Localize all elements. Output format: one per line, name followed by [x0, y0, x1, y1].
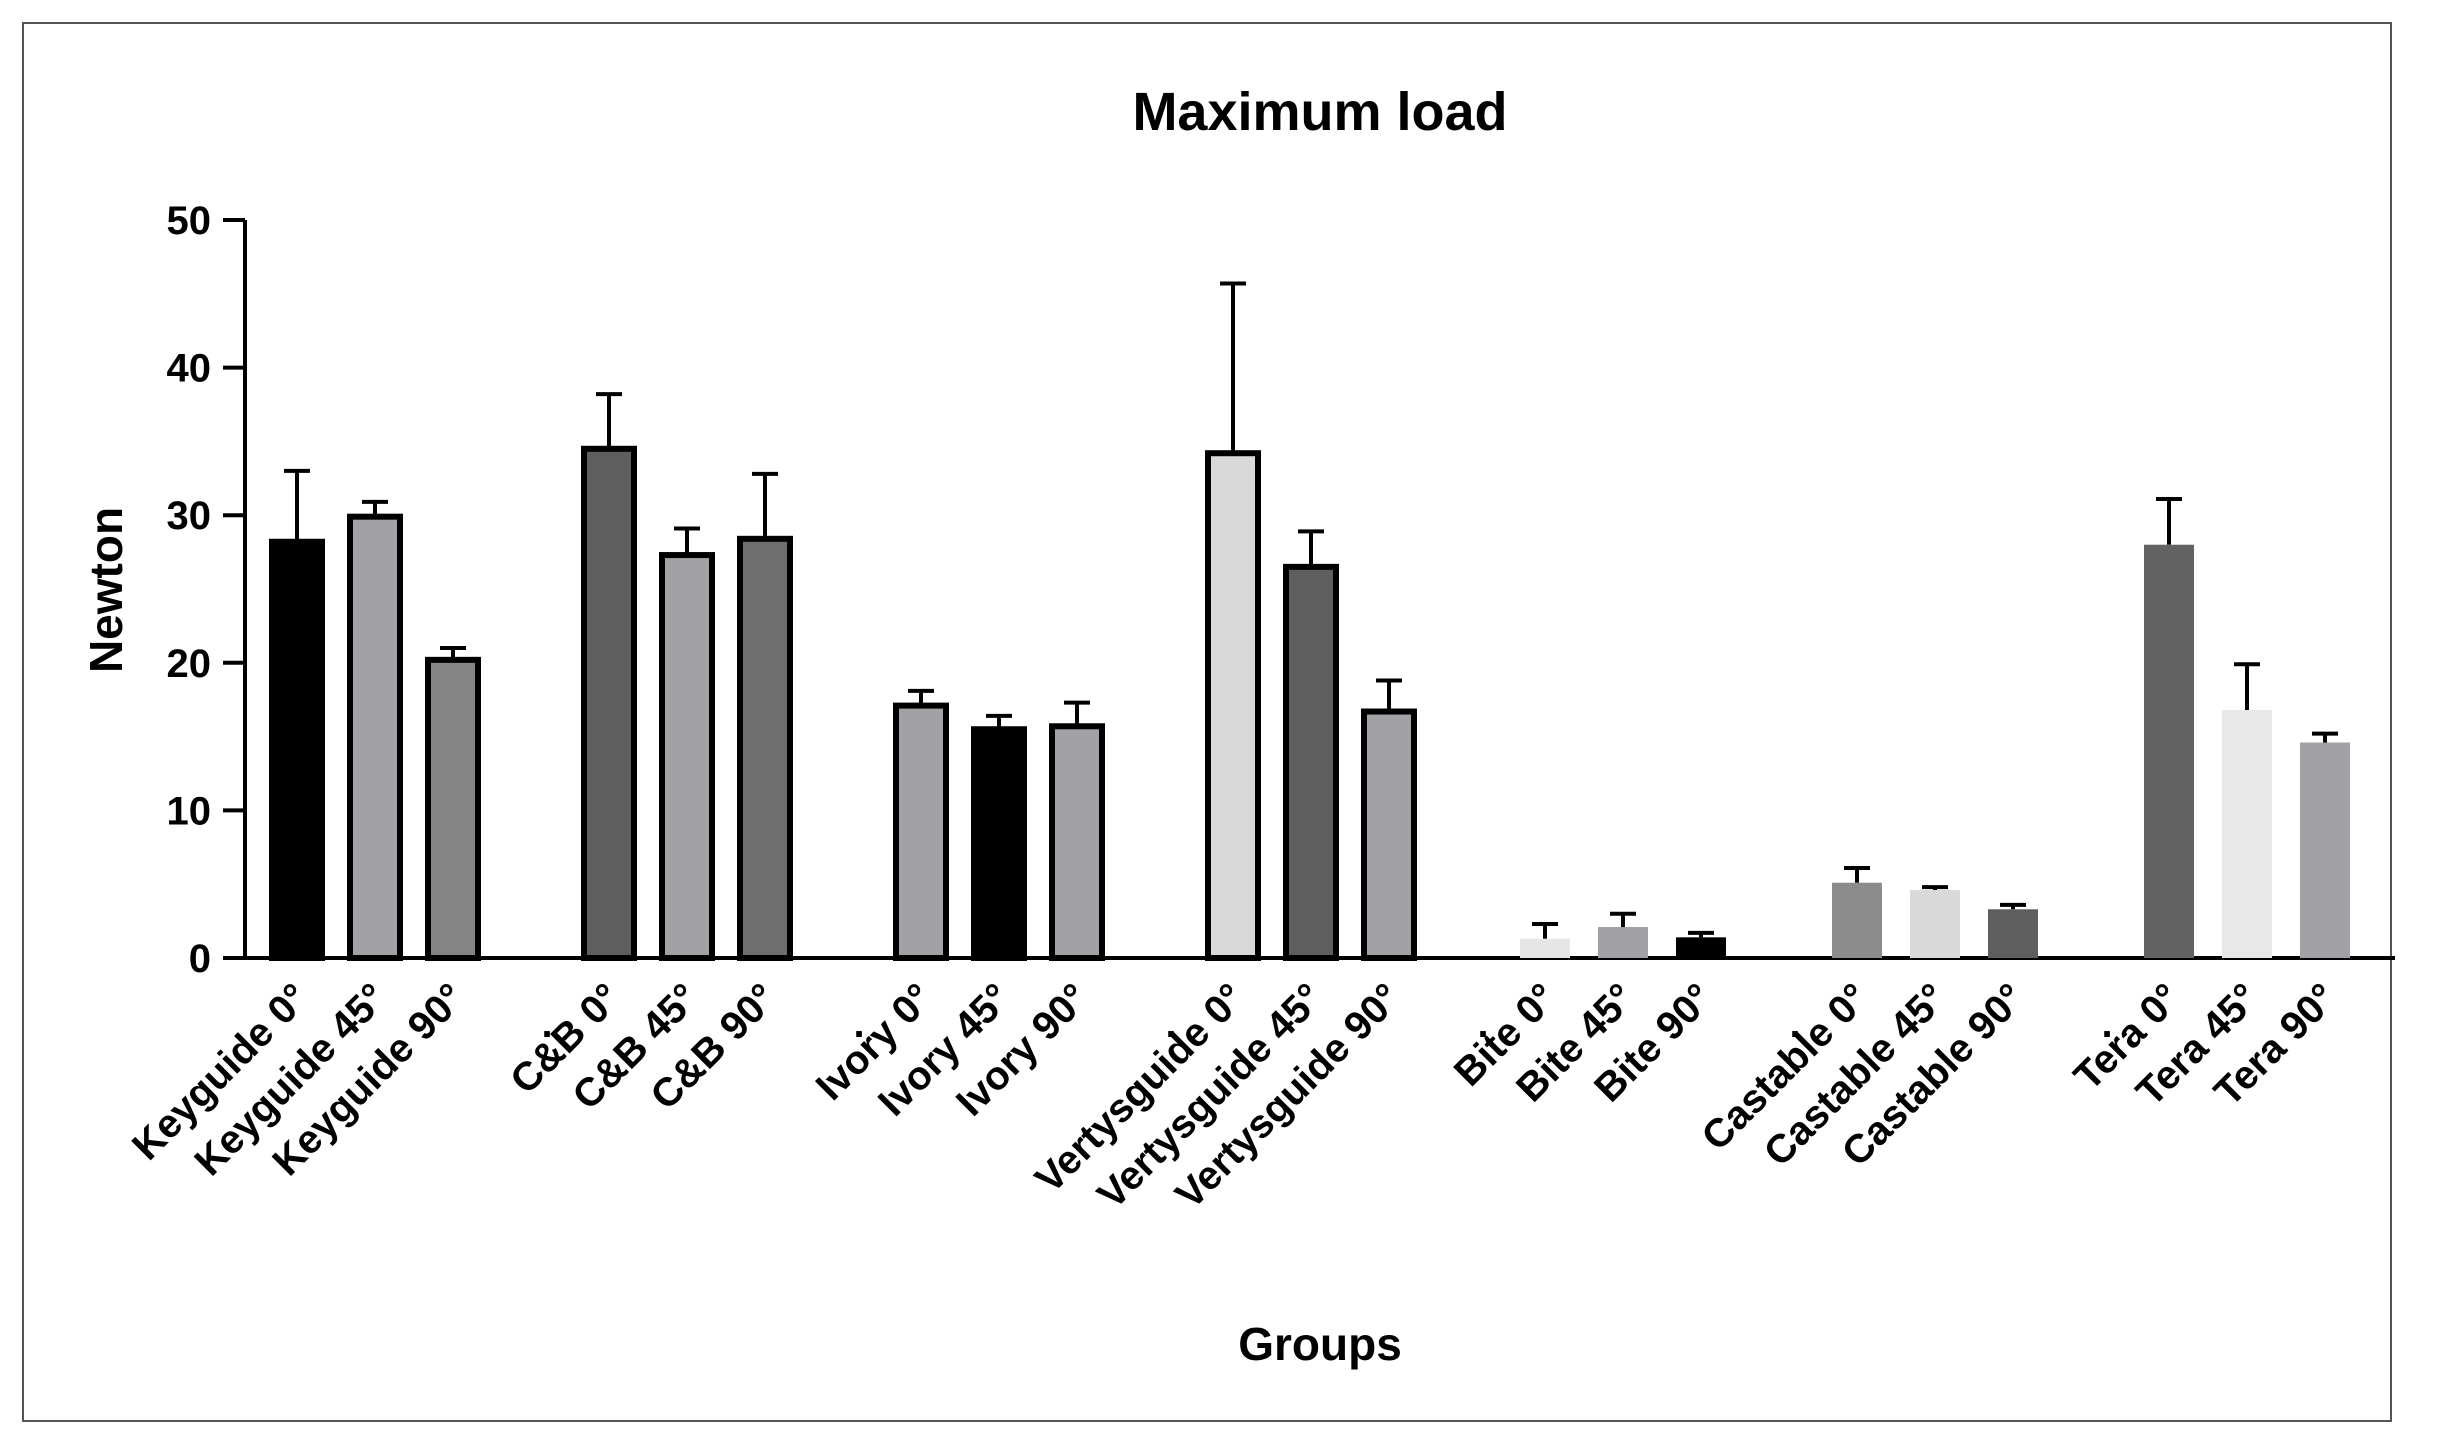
group-separator-dot: . — [1789, 1002, 1800, 1046]
bar — [1832, 882, 1882, 958]
bar — [2222, 710, 2272, 958]
bar — [581, 445, 637, 961]
bar — [269, 538, 325, 961]
y-tick-label: 0 — [189, 937, 211, 981]
group-separator-dot: . — [1165, 1002, 1176, 1046]
chart-frame — [22, 22, 2392, 1422]
y-tick-label: 40 — [167, 347, 212, 391]
bar — [1361, 708, 1417, 961]
group-separator-dot: . — [853, 1002, 864, 1046]
bar — [971, 726, 1027, 961]
chart-title: Maximum load — [1132, 82, 1507, 142]
group-separator-dot: . — [1477, 1002, 1488, 1046]
bar — [1283, 563, 1339, 961]
group-separator-dot: . — [541, 1002, 552, 1046]
bar — [2300, 742, 2350, 958]
y-tick-label: 20 — [167, 642, 212, 686]
x-axis-title: Groups — [1238, 1318, 1402, 1370]
y-axis-title: Newton — [80, 507, 132, 673]
bar — [1988, 909, 2038, 958]
y-tick-label: 50 — [167, 199, 212, 243]
bar — [1049, 723, 1105, 961]
y-tick-label: 30 — [167, 494, 212, 538]
bar — [1910, 890, 1960, 958]
bar — [425, 656, 481, 962]
bar — [2144, 544, 2194, 958]
bar — [737, 535, 793, 961]
bar — [1598, 927, 1648, 958]
bar — [659, 552, 715, 961]
y-tick-label: 10 — [167, 789, 212, 833]
group-separator-dot: . — [2101, 1002, 2112, 1046]
bar — [1520, 938, 1570, 958]
bar — [347, 513, 403, 962]
bar — [893, 702, 949, 961]
bar — [1205, 450, 1261, 961]
bar — [1676, 937, 1726, 958]
